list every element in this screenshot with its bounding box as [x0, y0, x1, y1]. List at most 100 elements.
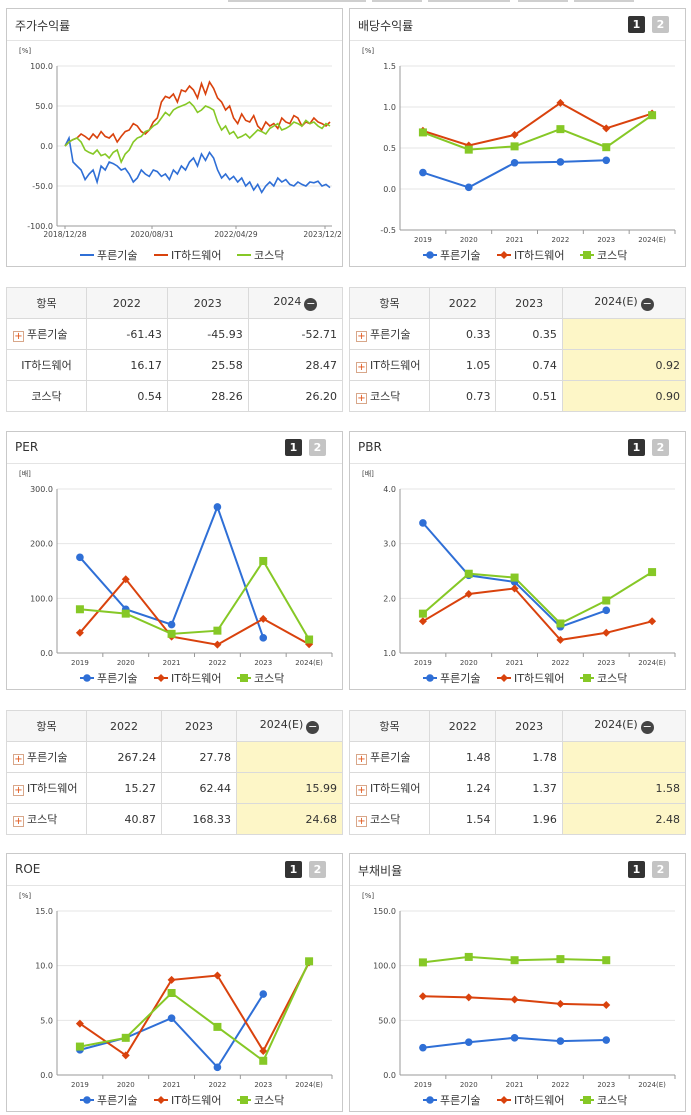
data-point	[167, 989, 176, 997]
page-2-button[interactable]: 2	[652, 861, 669, 878]
x-tick-label: 2023	[597, 659, 615, 667]
collapse-icon[interactable]: −	[304, 297, 318, 311]
page-2-button[interactable]: 2	[309, 439, 326, 456]
legend-label: 코스닥	[254, 249, 284, 262]
top-band	[0, 0, 691, 6]
legend: 푸른기술 IT하드웨어 코스닥	[80, 248, 284, 262]
chart-panel-per: PER 1 2 [배] 300.0 200.0 100.0 0.0 2019 2020 2021 20…	[6, 431, 343, 690]
x-tick-label: 2018/12/28	[43, 230, 86, 239]
unit-label: [배]	[362, 469, 374, 478]
page-1-button[interactable]: 1	[628, 861, 645, 878]
table-ret: 항목 2022 2023 2024− + 푸른기술 -61.43 -45.93 -52.71 IT…	[6, 287, 344, 412]
row-label: + 푸른기술	[349, 741, 430, 773]
table-cell: 0.54	[86, 380, 168, 412]
data-point	[602, 606, 611, 615]
unit-label: [배]	[19, 469, 31, 478]
expand-icon[interactable]: +	[356, 393, 367, 404]
page-2-button[interactable]: 2	[309, 861, 326, 878]
table-header-row: 항목 2022 2023 2024(E) −	[349, 287, 687, 319]
expand-icon[interactable]: +	[356, 816, 367, 827]
panel-header: 배당수익률 1 2	[350, 9, 685, 41]
legend-marker	[83, 1096, 91, 1104]
legend-marker	[157, 674, 165, 682]
table-cell: 1.37	[495, 772, 563, 804]
data-point	[510, 158, 519, 167]
expand-icon[interactable]: +	[356, 331, 367, 342]
expand-icon[interactable]: +	[13, 754, 24, 765]
collapse-icon[interactable]: −	[306, 720, 320, 734]
legend-label: IT하드웨어	[171, 248, 221, 262]
data-point	[259, 556, 268, 565]
table-row: + IT하드웨어 1.05 0.74 0.92	[349, 349, 687, 381]
expand-icon[interactable]: +	[13, 816, 24, 827]
y-tick-label: 4.0	[383, 485, 396, 494]
legend-label: 푸른기술	[440, 672, 480, 685]
table-header-cell: 항목	[349, 287, 430, 319]
data-point	[259, 1056, 268, 1065]
table-header-cell: 2024(E) −	[236, 710, 343, 742]
expand-icon[interactable]: +	[356, 362, 367, 373]
legend-label: IT하드웨어	[514, 1093, 564, 1107]
series-line	[64, 135, 331, 195]
row-label: 코스닥	[6, 380, 87, 412]
header-label: 2023	[515, 719, 544, 733]
page-2-button[interactable]: 2	[652, 16, 669, 33]
data-point	[510, 1034, 519, 1042]
x-tick-label: 2019	[414, 659, 432, 667]
y-tick-label: 0.0	[40, 1071, 53, 1080]
table-header-cell: 2024(E) −	[561, 287, 687, 319]
x-tick-label: 2021	[506, 236, 524, 244]
x-tick-label: 2019	[414, 236, 432, 244]
data-point	[556, 999, 565, 1008]
table-cell	[561, 741, 687, 773]
expand-icon[interactable]: +	[13, 785, 24, 796]
chart-svg: [배] 4.0 3.0 2.0 1.0 2019 2020 2021 2022 2023 2024(…	[362, 469, 676, 685]
page-1-button[interactable]: 1	[628, 439, 645, 456]
legend: 푸른기술 IT하드웨어 코스닥	[423, 248, 627, 262]
data-point	[259, 1046, 268, 1055]
data-point	[305, 635, 314, 644]
y-tick-label: 200.0	[30, 540, 53, 549]
x-tick-label: 2022	[552, 1081, 570, 1089]
y-tick-label: -100.0	[27, 222, 53, 231]
table-cell: 0.51	[495, 380, 563, 412]
table-header-row: 항목 2022 2023 2024(E) −	[349, 710, 687, 742]
table-row: + 푸른기술 0.33 0.35	[349, 318, 687, 350]
data-point	[419, 1043, 427, 1052]
chart-svg: [%] 15.0 10.0 5.0 0.0 2019 2020 2021 2022 2023 202…	[19, 892, 333, 1107]
series-line	[422, 571, 653, 625]
page-1-button[interactable]: 1	[285, 861, 302, 878]
x-tick-label: 2020	[460, 1081, 478, 1089]
header-label: 2022	[110, 719, 138, 733]
series-0	[76, 990, 268, 1072]
page-1-button[interactable]: 1	[628, 16, 645, 33]
legend-label: IT하드웨어	[171, 1093, 221, 1107]
data-point	[167, 1014, 176, 1022]
x-tick-label: 2021	[163, 1081, 181, 1089]
page-1-button[interactable]: 1	[285, 439, 302, 456]
x-tick-label: 2023/12/28	[303, 230, 342, 239]
table-cell: 16.17	[86, 349, 168, 381]
collapse-icon[interactable]: −	[640, 297, 654, 311]
row-label: + IT하드웨어	[349, 772, 430, 804]
table-row: + 푸른기술 -61.43 -45.93 -52.71	[6, 318, 344, 350]
chart-panel-div: 배당수익률 1 2 [%] 1.5 1.0 0.5 0.0 -0.5 2019 2020 2021 20…	[349, 8, 686, 267]
header-label: 항목	[379, 720, 400, 733]
collapse-icon[interactable]: −	[640, 720, 654, 734]
x-tick-label: 2024(E)	[295, 659, 323, 667]
data-point	[213, 1022, 222, 1031]
page-2-button[interactable]: 2	[652, 439, 669, 456]
table-header-cell: 2023	[495, 710, 563, 742]
table-header-cell: 2022	[86, 287, 168, 319]
legend-label: 코스닥	[597, 1094, 627, 1107]
expand-icon[interactable]: +	[13, 331, 24, 342]
table-cell: 0.92	[561, 349, 687, 381]
table-cell: 28.26	[166, 380, 249, 412]
table-row: + 푸른기술 1.48 1.78	[349, 741, 687, 773]
data-point	[213, 626, 222, 635]
table-cell: -61.43	[86, 318, 168, 350]
expand-icon[interactable]: +	[356, 754, 367, 765]
expand-icon[interactable]: +	[356, 785, 367, 796]
row-label: + IT하드웨어	[6, 772, 87, 804]
table-cell: 27.78	[161, 741, 237, 773]
